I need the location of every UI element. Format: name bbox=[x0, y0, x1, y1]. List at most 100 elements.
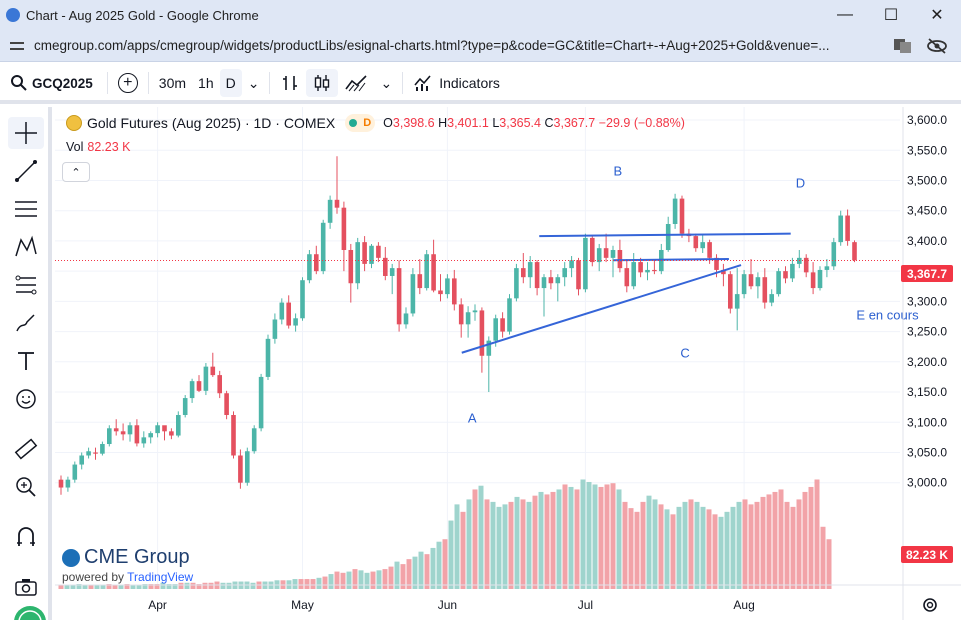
zoom-tool[interactable] bbox=[8, 471, 44, 503]
collapse-legend-button[interactable]: ⌃ bbox=[62, 162, 90, 182]
horizontal-lines-icon bbox=[15, 201, 37, 217]
settings-icon[interactable] bbox=[921, 596, 939, 614]
candle-body bbox=[527, 262, 533, 278]
instrument-name[interactable]: Gold Futures (Aug 2025) · 1D · COMEX bbox=[87, 115, 336, 131]
candle-body bbox=[721, 269, 726, 275]
pattern-label: A bbox=[468, 410, 477, 425]
address-bar[interactable]: cmegroup.com/apps/cmegroup/widgets/produ… bbox=[0, 30, 961, 62]
y-tick-label: 3,400.0 bbox=[907, 234, 947, 248]
volume-bar bbox=[700, 506, 706, 589]
last-price-badge: 3,367.7 bbox=[901, 265, 953, 282]
fib-tool[interactable] bbox=[8, 269, 44, 301]
candle-body bbox=[569, 260, 574, 269]
volume-bar bbox=[718, 516, 724, 589]
volume-bar bbox=[694, 501, 700, 589]
volume-bar bbox=[736, 501, 742, 589]
bar-style-button[interactable] bbox=[274, 69, 306, 97]
close-button[interactable]: ✕ bbox=[930, 7, 944, 24]
text-tool[interactable] bbox=[8, 345, 44, 377]
indicators-button[interactable]: Indicators bbox=[407, 69, 506, 97]
volume-bar bbox=[466, 499, 472, 589]
volume-bar bbox=[496, 506, 502, 589]
area-style-button[interactable] bbox=[338, 69, 374, 97]
tv-logo-icon[interactable] bbox=[0, 600, 54, 620]
volume-bar bbox=[730, 506, 736, 589]
volume-bar bbox=[526, 501, 532, 589]
gold-symbol-icon bbox=[66, 115, 82, 131]
volume-bar bbox=[154, 584, 160, 589]
ruler-tool[interactable] bbox=[8, 433, 44, 465]
candle-body bbox=[272, 319, 278, 339]
eye-off-icon[interactable] bbox=[926, 37, 948, 55]
volume-bar bbox=[742, 499, 748, 589]
chart-grid bbox=[55, 107, 900, 585]
candle-body bbox=[852, 242, 857, 261]
candle-body bbox=[217, 375, 222, 394]
pattern-label: C bbox=[680, 346, 689, 361]
pattern-label: D bbox=[796, 176, 805, 191]
trendline-tool[interactable] bbox=[8, 155, 44, 187]
volume-bar bbox=[550, 491, 556, 589]
candle-body bbox=[617, 249, 623, 269]
volume-bar bbox=[502, 504, 508, 589]
pattern-tool[interactable] bbox=[8, 231, 44, 263]
maximize-button[interactable]: ☐ bbox=[883, 7, 899, 24]
symbol-search-input[interactable]: GCQ2025 bbox=[32, 75, 93, 91]
horizontal-lines-tool[interactable] bbox=[8, 193, 44, 225]
low-label: L bbox=[492, 116, 500, 130]
candle-body bbox=[562, 268, 567, 278]
volume-bar bbox=[304, 579, 310, 589]
volume-bar bbox=[778, 489, 784, 589]
volume-bar bbox=[388, 566, 394, 589]
interval-1h[interactable]: 1h bbox=[198, 75, 214, 91]
volume-bar bbox=[760, 496, 766, 589]
emoji-tool[interactable] bbox=[8, 383, 44, 415]
candle-body bbox=[486, 340, 492, 356]
candle-style-button[interactable] bbox=[306, 69, 339, 97]
zoom-icon bbox=[16, 477, 36, 497]
volume-bar bbox=[178, 582, 184, 589]
candle-body bbox=[555, 277, 561, 284]
candle-body bbox=[734, 294, 740, 309]
candle-body bbox=[107, 428, 112, 445]
candle-body bbox=[776, 271, 781, 295]
market-status-badge[interactable]: D bbox=[345, 114, 376, 132]
magnet-tool[interactable] bbox=[8, 521, 44, 553]
candle-body bbox=[113, 428, 119, 432]
camera-icon bbox=[15, 579, 37, 596]
candle-body bbox=[424, 254, 429, 289]
interval-30m[interactable]: 30m bbox=[158, 75, 187, 91]
y-tick-label: 3,150.0 bbox=[907, 385, 947, 399]
volume-bar bbox=[538, 491, 544, 589]
interval-1d[interactable]: D bbox=[219, 69, 242, 97]
y-tick-label: 3,050.0 bbox=[907, 445, 947, 459]
crosshair-tool[interactable] bbox=[8, 117, 44, 149]
translate-icon[interactable] bbox=[893, 37, 913, 55]
site-info-icon[interactable] bbox=[8, 38, 26, 54]
pattern-icon bbox=[15, 235, 37, 257]
interval-dropdown[interactable]: ⌄ bbox=[247, 74, 260, 91]
url-text[interactable]: cmegroup.com/apps/cmegroup/widgets/produ… bbox=[34, 38, 830, 53]
minimize-button[interactable]: — bbox=[837, 6, 853, 23]
candle-body bbox=[86, 451, 91, 456]
price-chart[interactable]: A B C D E en cours 3,000.0 3,050.0 3,100.0 3,15… bbox=[55, 107, 961, 620]
compare-button[interactable]: + bbox=[112, 69, 144, 97]
candle-body bbox=[583, 237, 588, 290]
volume-bar bbox=[292, 579, 298, 589]
volume-bar bbox=[622, 501, 628, 589]
tradingview-link[interactable]: TradingView bbox=[127, 570, 194, 584]
candle-body bbox=[238, 455, 243, 483]
candle-body bbox=[638, 262, 643, 273]
chart-type-dropdown[interactable]: ⌄ bbox=[380, 74, 393, 91]
candle-body bbox=[590, 237, 595, 263]
volume-bar bbox=[208, 582, 214, 589]
screenshot-tool[interactable] bbox=[8, 571, 44, 603]
pattern-labels: A B C D E en cours bbox=[468, 164, 919, 426]
search-icon[interactable] bbox=[10, 74, 28, 92]
candle-body bbox=[831, 242, 837, 267]
cme-logo[interactable]: CME Group bbox=[62, 546, 193, 569]
candle-body bbox=[748, 274, 754, 287]
volume-bar bbox=[124, 584, 130, 589]
candle-body bbox=[762, 277, 768, 303]
brush-tool[interactable] bbox=[8, 307, 44, 339]
